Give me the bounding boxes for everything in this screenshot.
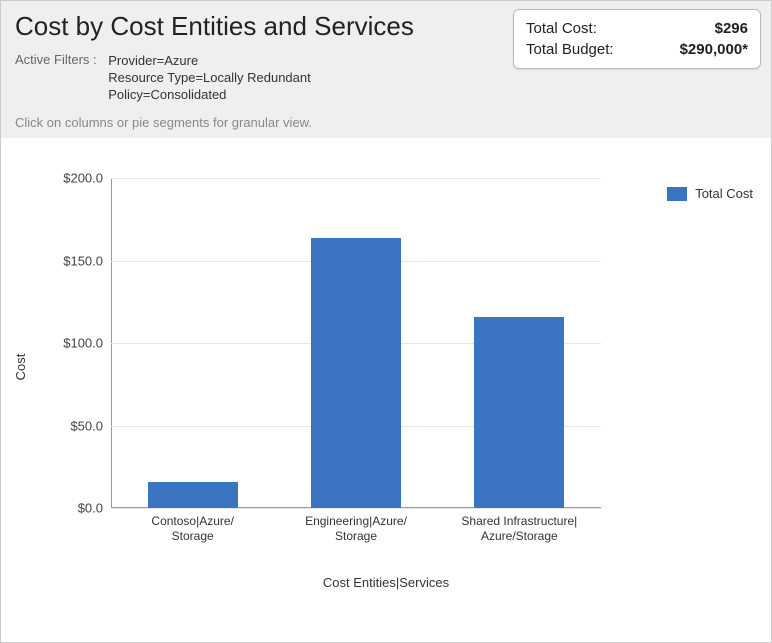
filters-label: Active Filters : <box>15 52 97 67</box>
x-tick-label: Engineering|Azure/Storage <box>281 514 431 544</box>
summary-label: Total Budget: <box>526 41 614 58</box>
x-tick-label: Contoso|Azure/Storage <box>118 514 268 544</box>
filters-list: Provider=Azure Resource Type=Locally Red… <box>108 52 310 103</box>
bar[interactable] <box>311 238 401 509</box>
summary-row-total-budget: Total Budget: $290,000* <box>526 39 748 60</box>
legend-label: Total Cost <box>695 186 753 201</box>
y-tick-label: $0.0 <box>78 501 103 516</box>
y-tick-label: $100.0 <box>63 336 103 351</box>
bar[interactable] <box>474 317 564 508</box>
summary-value: $290,000* <box>680 41 748 58</box>
bars-container <box>111 178 601 508</box>
y-axis-title: Cost <box>13 354 28 381</box>
hint-text: Click on columns or pie segments for gra… <box>15 115 757 130</box>
x-tick-label: Shared Infrastructure|Azure/Storage <box>444 514 594 544</box>
filter-item: Policy=Consolidated <box>108 86 310 103</box>
page-title: Cost by Cost Entities and Services <box>15 11 465 42</box>
legend: Total Cost <box>667 186 753 201</box>
summary-value: $296 <box>715 20 748 37</box>
summary-box: Total Cost: $296 Total Budget: $290,000* <box>513 9 761 69</box>
y-tick-label: $200.0 <box>63 171 103 186</box>
bar[interactable] <box>148 482 238 508</box>
header-region: Cost by Cost Entities and Services Total… <box>1 1 771 138</box>
x-axis-title: Cost Entities|Services <box>1 575 771 590</box>
summary-row-total-cost: Total Cost: $296 <box>526 18 748 39</box>
y-tick-label: $150.0 <box>63 253 103 268</box>
summary-label: Total Cost: <box>526 20 597 37</box>
grid-line <box>111 508 601 509</box>
plot-area: $0.0$50.0$100.0$150.0$200.0Contoso|Azure… <box>111 178 601 508</box>
filter-item: Provider=Azure <box>108 52 310 69</box>
legend-swatch <box>667 187 687 201</box>
filter-item: Resource Type=Locally Redundant <box>108 69 310 86</box>
y-tick-label: $50.0 <box>70 418 103 433</box>
chart-region: Cost $0.0$50.0$100.0$150.0$200.0Contoso|… <box>1 138 771 596</box>
